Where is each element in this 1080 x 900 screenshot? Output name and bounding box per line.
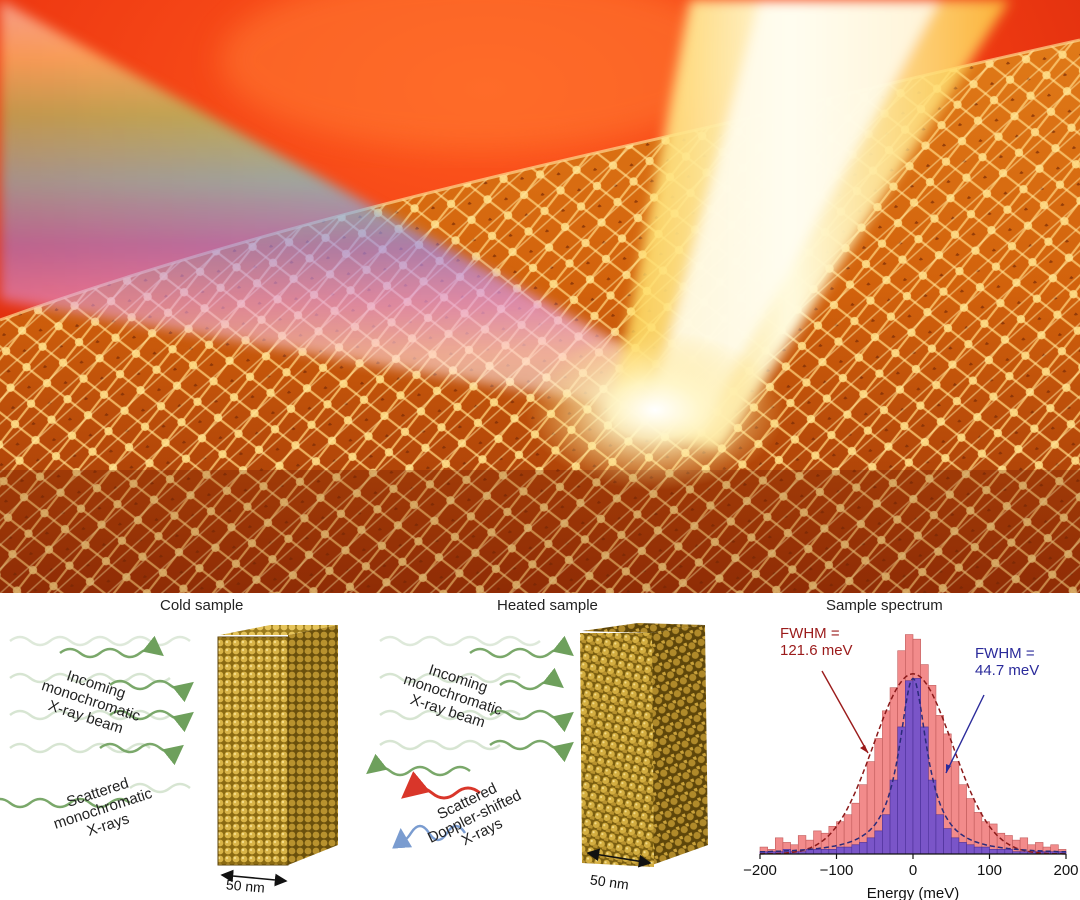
hist-bar-cold (950, 837, 960, 855)
hist-bar-cold (874, 830, 883, 855)
scale-bar-label: 50 nm (225, 876, 266, 896)
hist-bar-cold (981, 846, 990, 855)
x-tick-label: 100 (977, 862, 1002, 879)
x-axis-label: Energy (meV) (867, 885, 960, 900)
hist-bar-cold (851, 844, 860, 855)
hist-bar-cold (905, 680, 914, 855)
hist-bar-cold (966, 844, 975, 855)
crystal-slab (217, 625, 338, 866)
hist-bar-cold (935, 814, 944, 855)
hist-bar-cold (882, 814, 891, 855)
hero-illustration (0, 0, 1080, 593)
lattice-artwork (0, 0, 1080, 593)
hist-bar-cold (843, 846, 853, 855)
scattered-wave-icon (0, 782, 191, 809)
hist-bar-cold (866, 837, 876, 855)
spectrum-title: Sample spectrum (826, 597, 943, 614)
spectrum-chart: −200 −100 0 100 200 Energy (meV) FWHM = 121.6 … (743, 625, 1078, 900)
x-tick-label: 200 (1053, 862, 1078, 879)
scale-bar (586, 848, 652, 868)
scattered-wave-icon (366, 753, 481, 849)
x-tick-label: 0 (909, 862, 917, 879)
hist-bar-cold (989, 849, 998, 855)
arrow-icon (860, 745, 868, 753)
hist-bar-cold (958, 842, 967, 855)
arrow-icon (946, 764, 951, 773)
x-tick-label: −200 (743, 862, 777, 879)
cold-sample-title: Cold sample (160, 597, 244, 614)
incoming-wave-icon (379, 635, 574, 763)
fwhm-hot-label: FWHM = 121.6 meV (780, 625, 853, 659)
fwhm-cold-label: FWHM = 44.7 meV (975, 645, 1039, 679)
hist-bar-cold (943, 828, 952, 855)
hist-bar-cold (859, 842, 868, 855)
x-tick-label: −100 (820, 862, 854, 879)
hist-bar-cold (889, 779, 899, 855)
hist-bar-cold (813, 849, 822, 855)
crystal-slab-heated (580, 623, 708, 867)
hist-bar-cold (912, 678, 921, 855)
hist-bar-cold (820, 849, 830, 855)
hist-bar-cold (920, 726, 929, 855)
hist-bar-cold (996, 849, 1006, 855)
hist-bar-cold (973, 846, 983, 855)
cold-sample-graphic (0, 625, 338, 887)
fwhm-cold-pointer (945, 694, 985, 774)
gaussian-fit-line (760, 673, 1066, 855)
hist-bar-cold (805, 849, 814, 855)
hist-bar-cold (828, 849, 837, 855)
heated-sample-title: Heated sample (497, 597, 598, 614)
figure-panels: Cold sample (0, 593, 1080, 900)
fwhm-hot-pointer (821, 670, 869, 754)
incoming-wave-icon (9, 635, 194, 766)
hist-bar-cold (836, 846, 845, 855)
hist-bar-cold (928, 779, 937, 855)
hist-bar-cold (1004, 849, 1013, 855)
scale-bar (220, 869, 288, 887)
lorentzian-fit-line (760, 677, 1066, 853)
heated-sample-graphic (366, 623, 708, 868)
